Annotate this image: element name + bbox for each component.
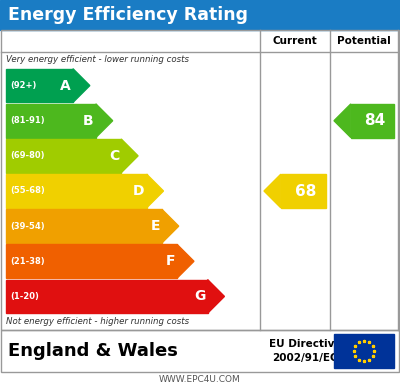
Text: G: G xyxy=(194,289,206,303)
Polygon shape xyxy=(162,209,179,243)
Text: (69-80): (69-80) xyxy=(10,151,44,160)
Bar xyxy=(6,69,73,102)
Text: 68: 68 xyxy=(295,184,316,199)
Bar xyxy=(281,174,326,208)
Text: (1-20): (1-20) xyxy=(10,292,39,301)
Text: (55-68): (55-68) xyxy=(10,187,45,196)
Bar xyxy=(0,0,400,30)
Bar xyxy=(1,330,399,372)
Bar xyxy=(334,334,394,368)
Text: C: C xyxy=(109,149,119,163)
Text: Potential: Potential xyxy=(337,36,391,46)
Text: (81-91): (81-91) xyxy=(10,116,45,125)
Text: A: A xyxy=(60,79,71,93)
Text: (39-54): (39-54) xyxy=(10,222,45,230)
Bar xyxy=(351,104,394,137)
Bar xyxy=(6,280,208,313)
Text: Very energy efficient - lower running costs: Very energy efficient - lower running co… xyxy=(6,55,189,64)
Polygon shape xyxy=(73,69,90,102)
Bar xyxy=(6,104,96,137)
Polygon shape xyxy=(264,174,281,208)
Polygon shape xyxy=(96,104,113,137)
Bar xyxy=(6,139,121,173)
Text: E: E xyxy=(150,219,160,233)
Text: England & Wales: England & Wales xyxy=(8,342,178,360)
Polygon shape xyxy=(334,104,351,137)
Polygon shape xyxy=(177,244,194,278)
Polygon shape xyxy=(208,280,224,313)
Polygon shape xyxy=(147,174,164,208)
Text: WWW.EPC4U.COM: WWW.EPC4U.COM xyxy=(159,376,241,385)
Text: B: B xyxy=(83,114,94,128)
Text: EU Directive
2002/91/EC: EU Directive 2002/91/EC xyxy=(269,340,341,363)
Text: (92+): (92+) xyxy=(10,81,36,90)
Bar xyxy=(1,30,399,330)
Text: F: F xyxy=(166,254,175,268)
Bar xyxy=(6,209,162,243)
Text: Not energy efficient - higher running costs: Not energy efficient - higher running co… xyxy=(6,317,189,326)
Bar xyxy=(6,244,177,278)
Text: Energy Efficiency Rating: Energy Efficiency Rating xyxy=(8,6,248,24)
Text: D: D xyxy=(133,184,145,198)
Polygon shape xyxy=(121,139,138,173)
Text: Current: Current xyxy=(273,36,317,46)
Bar xyxy=(6,174,147,208)
Text: (21-38): (21-38) xyxy=(10,257,45,266)
Text: 84: 84 xyxy=(364,113,385,128)
